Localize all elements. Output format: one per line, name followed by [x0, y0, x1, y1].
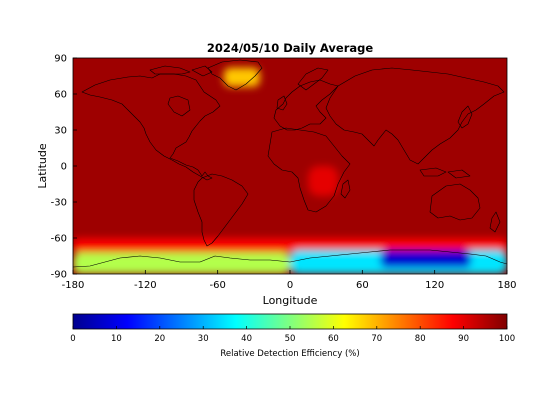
colorbar-ticks: 0 10 20 30 40 50 60 70 80 90 100	[70, 326, 515, 344]
colorbar-tick-label-9: 90	[458, 334, 469, 344]
colorbar-tick-label-6: 60	[328, 334, 339, 344]
colorbar-tick-label-0: 0	[70, 334, 75, 344]
colorbar-label: Relative Detection Efficiency (%)	[220, 349, 359, 359]
british-isles	[276, 95, 288, 111]
colorbar-tick-label-3: 30	[198, 334, 209, 344]
colorbar-tick-label-8: 80	[415, 334, 426, 344]
x-tick-label-6: 180	[497, 280, 516, 291]
scandinavia	[297, 67, 329, 91]
chart-title: 2024/05/10 Daily Average	[207, 41, 374, 55]
colorbar-tick-label-10: 100	[499, 334, 515, 344]
map-plot-area	[73, 58, 507, 274]
region-5	[380, 250, 471, 268]
x-axis-label: Longitude	[263, 294, 318, 307]
y-axis: 90 60 30 0 -30 -60 -90	[51, 54, 77, 281]
colorbar-tick-label-2: 20	[154, 334, 165, 344]
region-layer	[73, 67, 507, 274]
north-america-coast	[81, 73, 221, 181]
y-tick-label-6: -90	[51, 270, 67, 281]
arctic-archipelago	[149, 65, 213, 77]
x-tick-label-0: -180	[62, 280, 85, 291]
region-2	[73, 238, 507, 253]
y-tick-label-2: 30	[54, 126, 67, 137]
x-tick-label-1: -120	[134, 280, 157, 291]
indonesia	[419, 167, 471, 179]
madagascar	[340, 179, 351, 199]
region-3	[73, 252, 290, 274]
south-america-coast	[193, 173, 249, 247]
x-tick-label-2: -60	[209, 280, 225, 291]
colorbar-tick-label-5: 50	[285, 334, 296, 344]
y-tick-label-5: -60	[51, 234, 67, 245]
y-tick-label-4: -30	[51, 198, 67, 209]
x-tick-label-4: 60	[356, 280, 369, 291]
y-tick-label-0: 90	[54, 54, 67, 65]
europe-coast	[273, 79, 339, 131]
coastlines	[73, 59, 507, 268]
y-tick-label-3: 0	[61, 162, 67, 173]
japan	[457, 105, 473, 129]
hudson-bay	[167, 95, 191, 117]
colorbar-tick-label-1: 10	[111, 334, 122, 344]
y-axis-label: Latitude	[36, 143, 49, 189]
region-1	[308, 166, 339, 196]
colorbar-tick-label-4: 40	[241, 334, 252, 344]
x-axis: -180 -120 -60 0 60 120 180	[62, 270, 517, 291]
greenland-coast	[207, 59, 263, 91]
antarctica-coast	[73, 249, 507, 268]
x-tick-label-5: 120	[425, 280, 444, 291]
x-tick-label-3: 0	[287, 280, 293, 291]
colorbar-tick-label-7: 70	[371, 334, 382, 344]
y-tick-label-1: 60	[54, 90, 67, 101]
asia-coast	[325, 67, 505, 165]
africa-coast	[267, 127, 351, 213]
colorbar: 0 10 20 30 40 50 60 70 80 90 100 Relative Detectio…	[70, 313, 515, 359]
new-zealand	[489, 211, 501, 233]
region-0	[223, 67, 260, 87]
australia-coast	[429, 183, 481, 221]
